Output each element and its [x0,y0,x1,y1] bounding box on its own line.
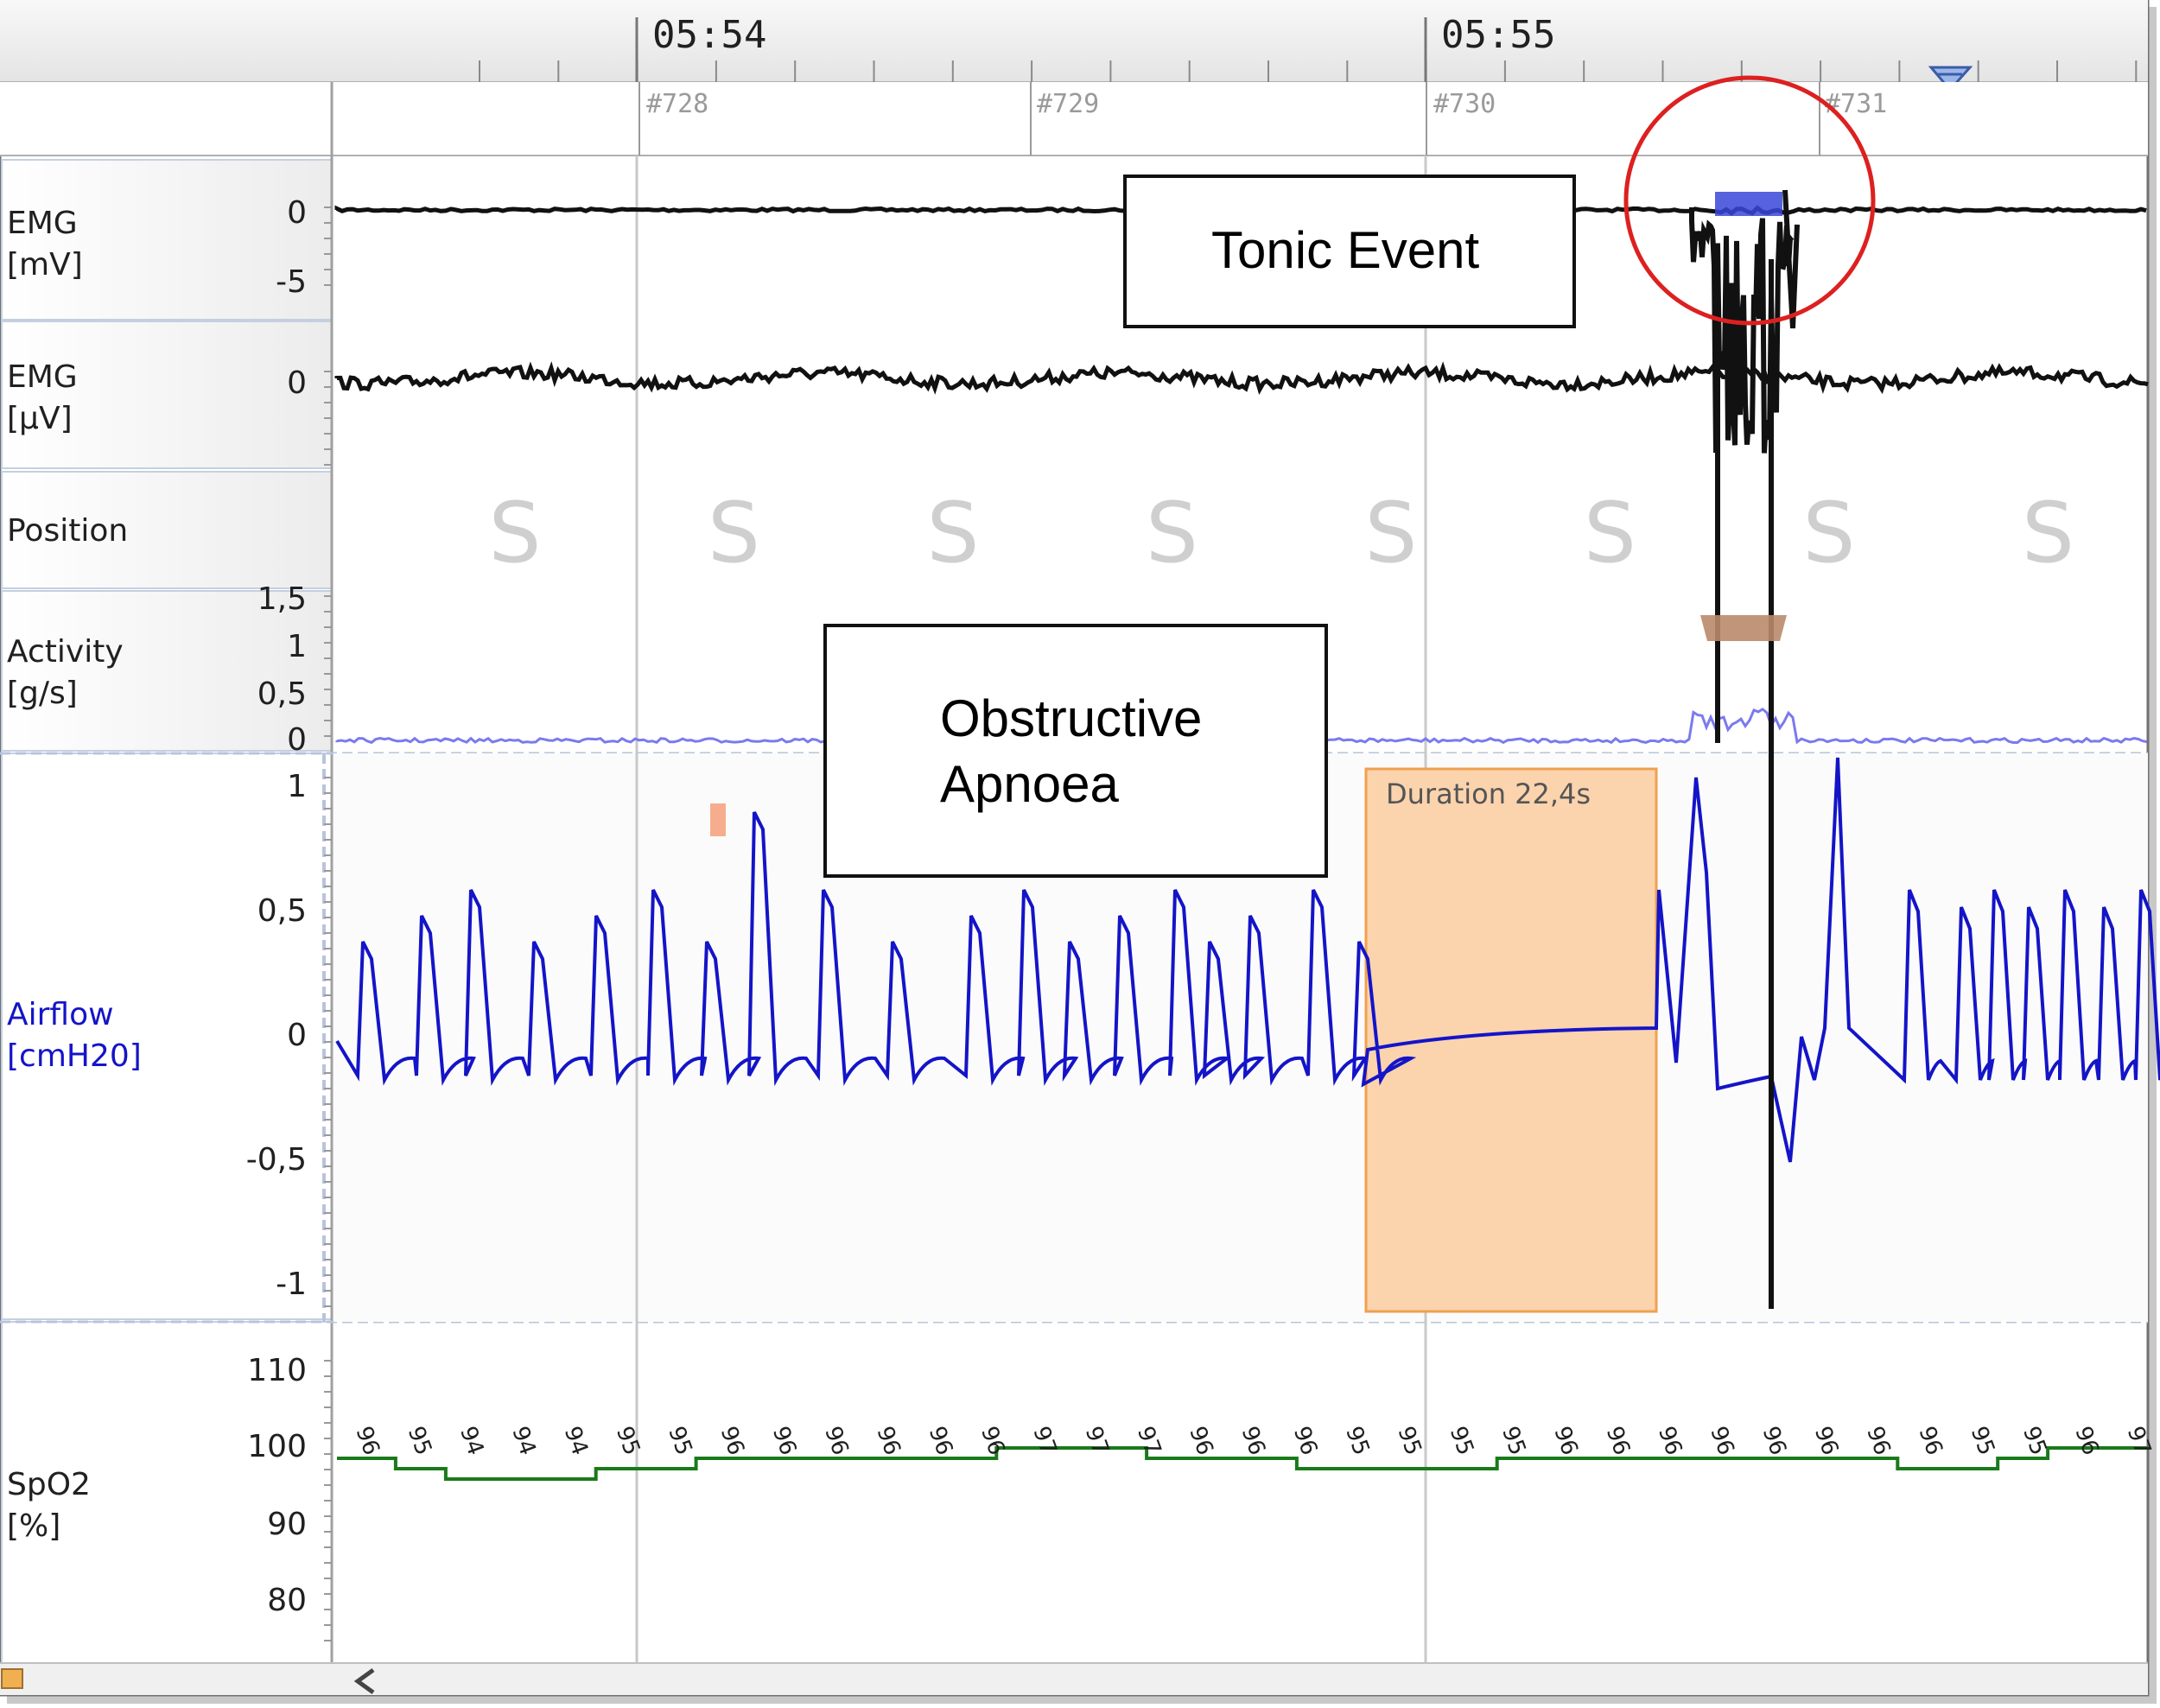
folder-icon[interactable] [1,1668,23,1689]
airflow-trace [335,757,2160,1163]
spo2-tick-90: 90 [267,1507,307,1542]
spo2-tick-100: 100 [247,1429,307,1464]
airflow-tick-0: 0 [287,1018,307,1053]
time-label-0555: 05:55 [1441,13,1555,57]
horizontal-scrollbar[interactable] [0,1662,2148,1695]
airflow-tick-minus0-5: -0,5 [246,1142,307,1178]
spo2-trace [337,1446,2148,1481]
epoch-730[interactable]: #730 [1433,89,1496,119]
activity-tick-0-5: 0,5 [257,676,307,712]
position-marker: S [1803,485,1856,581]
emg1-name: EMG [7,206,78,241]
spo2-name: SpO2 [7,1467,91,1502]
apnoea-label-line1: Obstructive [940,689,1202,747]
emg2-unit: [µV] [7,401,73,436]
tonic-event-circle [1623,75,1876,326]
tonic-artifact-trace [1689,189,1800,1309]
spo2-unit: [%] [7,1508,60,1544]
spo2-tick-110: 110 [247,1353,307,1388]
activity-event-marker [1700,615,1787,641]
obstructive-apnoea-callout: Obstructive Apnoea [823,624,1328,878]
airflow-unit: [cmH20] [7,1038,142,1074]
epoch-729[interactable]: #729 [1037,89,1099,119]
tonic-event-callout: Tonic Event [1123,175,1576,328]
epoch-731[interactable]: #731 [1825,89,1887,119]
emg2-tick-0: 0 [287,365,307,401]
emg1-unit: [mV] [7,247,83,283]
time-label-0554: 05:54 [652,13,766,57]
apnoea-event-box[interactable] [1364,767,1658,1313]
activity-tick-1-5: 1,5 [257,581,307,617]
emg-event-marker [1715,192,1782,216]
position-marker: S [1584,485,1636,581]
emg2-name: EMG [7,359,78,395]
activity-name: Activity [7,634,124,670]
signal-area[interactable]: Duration 22,4s SSSSSSSSS 969594949495959… [334,75,2160,1663]
airflow-name: Airflow [7,997,114,1032]
position-markers: SSSSSSSSS [489,485,2074,581]
tonic-event-label: Tonic Event [1211,221,1479,279]
airflow-tick-0-5: 0,5 [257,893,307,929]
activity-unit: [g/s] [7,676,78,711]
emg1-tick-0: 0 [287,195,307,231]
emg1-tick-minus5: -5 [276,264,307,300]
position-marker: S [1365,485,1418,581]
epoch-728[interactable]: #728 [646,89,708,119]
position-name: Position [7,513,128,549]
airflow-marker [710,803,726,836]
airflow-tick-minus1: -1 [276,1267,307,1302]
emg2-trace [334,361,2149,396]
time-ruler[interactable]: 05:54 05:55 [0,0,2148,92]
position-marker: S [1146,485,1198,581]
airflow-tick-1: 1 [287,769,307,804]
axis-minor-ticks [324,206,332,1641]
apnoea-duration-label: Duration 22,4s [1386,778,1591,810]
activity-tick-1: 1 [287,629,307,664]
position-marker: S [2022,485,2074,581]
position-marker: S [489,485,542,581]
apnoea-label-line2: Apnoea [940,755,1119,813]
position-marker: S [708,485,760,581]
epoch-row: #728 #729 #730 #731 [0,82,2148,156]
spo2-tick-80: 80 [267,1583,307,1618]
activity-tick-0: 0 [287,722,307,758]
chevron-left-icon[interactable] [353,1667,375,1695]
position-marker: S [927,485,980,581]
marker-triangle-down-icon[interactable] [1928,66,1973,92]
